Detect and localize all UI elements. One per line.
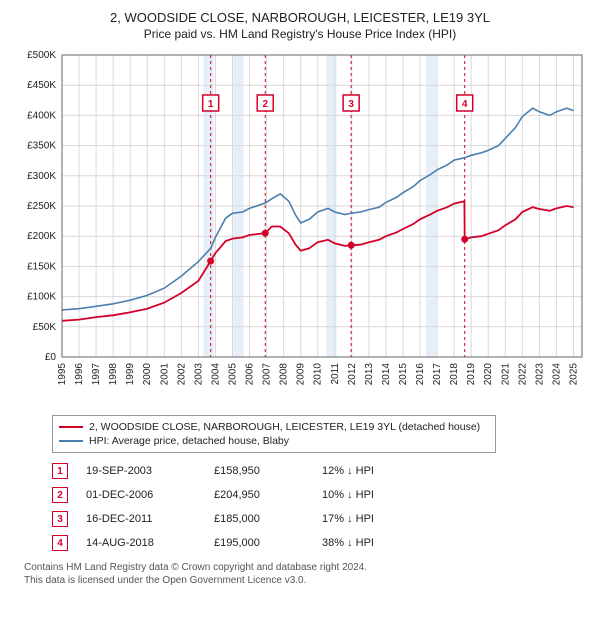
table-row: 4 14-AUG-2018 £195,000 38% ↓ HPI — [52, 531, 588, 555]
svg-text:2006: 2006 — [245, 363, 256, 386]
svg-text:2021: 2021 — [500, 363, 511, 386]
svg-text:2003: 2003 — [193, 363, 204, 386]
chart-svg: £0 £50K £100K £150K £200K £250K £300K £350K £400… — [12, 47, 588, 407]
svg-text:2020: 2020 — [483, 363, 494, 386]
transaction-diff: 38% ↓ HPI — [322, 537, 402, 549]
svg-text:2025: 2025 — [568, 363, 579, 386]
chart-title: 2, WOODSIDE CLOSE, NARBOROUGH, LEICESTER… — [12, 10, 588, 25]
svg-text:2001: 2001 — [159, 363, 170, 386]
svg-text:2010: 2010 — [313, 363, 324, 386]
transactions-table: 1 19-SEP-2003 £158,950 12% ↓ HPI 2 01-DE… — [52, 459, 588, 555]
svg-text:2024: 2024 — [551, 363, 562, 386]
svg-text:2016: 2016 — [415, 363, 426, 386]
legend-item: HPI: Average price, detached house, Blab… — [59, 434, 489, 448]
transaction-price: £204,950 — [214, 489, 304, 501]
svg-text:2022: 2022 — [517, 363, 528, 386]
svg-text:1999: 1999 — [125, 363, 136, 386]
legend-label: 2, WOODSIDE CLOSE, NARBOROUGH, LEICESTER… — [89, 421, 480, 433]
table-row: 3 16-DEC-2011 £185,000 17% ↓ HPI — [52, 507, 588, 531]
svg-text:£500K: £500K — [27, 50, 56, 61]
svg-text:£450K: £450K — [27, 80, 56, 91]
legend-label: HPI: Average price, detached house, Blab… — [89, 435, 289, 447]
svg-text:£300K: £300K — [27, 171, 56, 182]
svg-text:2005: 2005 — [227, 363, 238, 386]
transaction-price: £185,000 — [214, 513, 304, 525]
legend-item: 2, WOODSIDE CLOSE, NARBOROUGH, LEICESTER… — [59, 420, 489, 434]
chart-subtitle: Price paid vs. HM Land Registry's House … — [12, 27, 588, 41]
svg-text:£400K: £400K — [27, 110, 56, 121]
svg-text:2015: 2015 — [398, 363, 409, 386]
table-row: 1 19-SEP-2003 £158,950 12% ↓ HPI — [52, 459, 588, 483]
svg-text:2007: 2007 — [262, 363, 273, 386]
transaction-marker-icon: 3 — [52, 511, 68, 527]
transaction-diff: 17% ↓ HPI — [322, 513, 402, 525]
transaction-price: £158,950 — [214, 465, 304, 477]
svg-text:2004: 2004 — [210, 363, 221, 386]
transaction-date: 16-DEC-2011 — [86, 513, 196, 525]
transaction-marker-icon: 2 — [52, 487, 68, 503]
svg-text:2017: 2017 — [432, 363, 443, 386]
svg-text:2012: 2012 — [347, 363, 358, 386]
legend-swatch — [59, 440, 83, 442]
svg-text:£0: £0 — [45, 352, 57, 363]
legend-swatch — [59, 426, 83, 428]
svg-text:2009: 2009 — [296, 363, 307, 386]
transaction-date: 14-AUG-2018 — [86, 537, 196, 549]
svg-text:1997: 1997 — [91, 363, 102, 386]
legend: 2, WOODSIDE CLOSE, NARBOROUGH, LEICESTER… — [52, 415, 496, 453]
svg-text:£100K: £100K — [27, 292, 56, 303]
svg-text:1995: 1995 — [57, 363, 68, 386]
svg-text:£250K: £250K — [27, 201, 56, 212]
svg-text:2014: 2014 — [381, 363, 392, 386]
transaction-marker-icon: 1 — [52, 463, 68, 479]
svg-text:2002: 2002 — [176, 363, 187, 386]
svg-text:2023: 2023 — [534, 363, 545, 386]
transaction-price: £195,000 — [214, 537, 304, 549]
transaction-diff: 12% ↓ HPI — [322, 465, 402, 477]
transaction-marker-icon: 4 — [52, 535, 68, 551]
svg-text:1998: 1998 — [108, 363, 119, 386]
svg-text:1: 1 — [208, 99, 214, 110]
svg-text:4: 4 — [462, 99, 468, 110]
footer-line: This data is licensed under the Open Gov… — [24, 574, 588, 587]
svg-text:2018: 2018 — [449, 363, 460, 386]
svg-text:£200K: £200K — [27, 231, 56, 242]
svg-text:£350K: £350K — [27, 141, 56, 152]
svg-text:2: 2 — [262, 99, 268, 110]
svg-text:£50K: £50K — [33, 322, 57, 333]
footer-line: Contains HM Land Registry data © Crown c… — [24, 561, 588, 574]
svg-text:2008: 2008 — [279, 363, 290, 386]
svg-text:2019: 2019 — [466, 363, 477, 386]
chart-plot-area: £0 £50K £100K £150K £200K £250K £300K £350K £400… — [12, 47, 588, 407]
transaction-date: 19-SEP-2003 — [86, 465, 196, 477]
table-row: 2 01-DEC-2006 £204,950 10% ↓ HPI — [52, 483, 588, 507]
svg-text:3: 3 — [348, 99, 354, 110]
svg-text:1996: 1996 — [74, 363, 85, 386]
transaction-diff: 10% ↓ HPI — [322, 489, 402, 501]
transaction-date: 01-DEC-2006 — [86, 489, 196, 501]
chart-container: 2, WOODSIDE CLOSE, NARBOROUGH, LEICESTER… — [0, 0, 600, 595]
footer-attribution: Contains HM Land Registry data © Crown c… — [24, 561, 588, 587]
svg-text:2011: 2011 — [330, 363, 341, 385]
svg-text:2013: 2013 — [364, 363, 375, 386]
svg-text:2000: 2000 — [142, 363, 153, 386]
svg-text:£150K: £150K — [27, 261, 56, 272]
